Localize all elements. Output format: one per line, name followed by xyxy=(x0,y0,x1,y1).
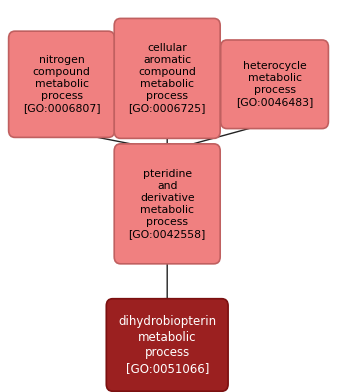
FancyBboxPatch shape xyxy=(221,40,328,129)
Text: dihydrobiopterin
metabolic
process
[GO:0051066]: dihydrobiopterin metabolic process [GO:0… xyxy=(118,315,216,375)
Text: pteridine
and
derivative
metabolic
process
[GO:0042558]: pteridine and derivative metabolic proce… xyxy=(128,169,206,239)
Text: nitrogen
compound
metabolic
process
[GO:0006807]: nitrogen compound metabolic process [GO:… xyxy=(23,55,100,113)
FancyBboxPatch shape xyxy=(106,299,228,391)
FancyBboxPatch shape xyxy=(114,144,220,264)
FancyBboxPatch shape xyxy=(8,31,114,138)
FancyBboxPatch shape xyxy=(114,18,220,138)
Text: cellular
aromatic
compound
metabolic
process
[GO:0006725]: cellular aromatic compound metabolic pro… xyxy=(128,44,206,113)
Text: heterocycle
metabolic
process
[GO:0046483]: heterocycle metabolic process [GO:004648… xyxy=(236,61,313,107)
